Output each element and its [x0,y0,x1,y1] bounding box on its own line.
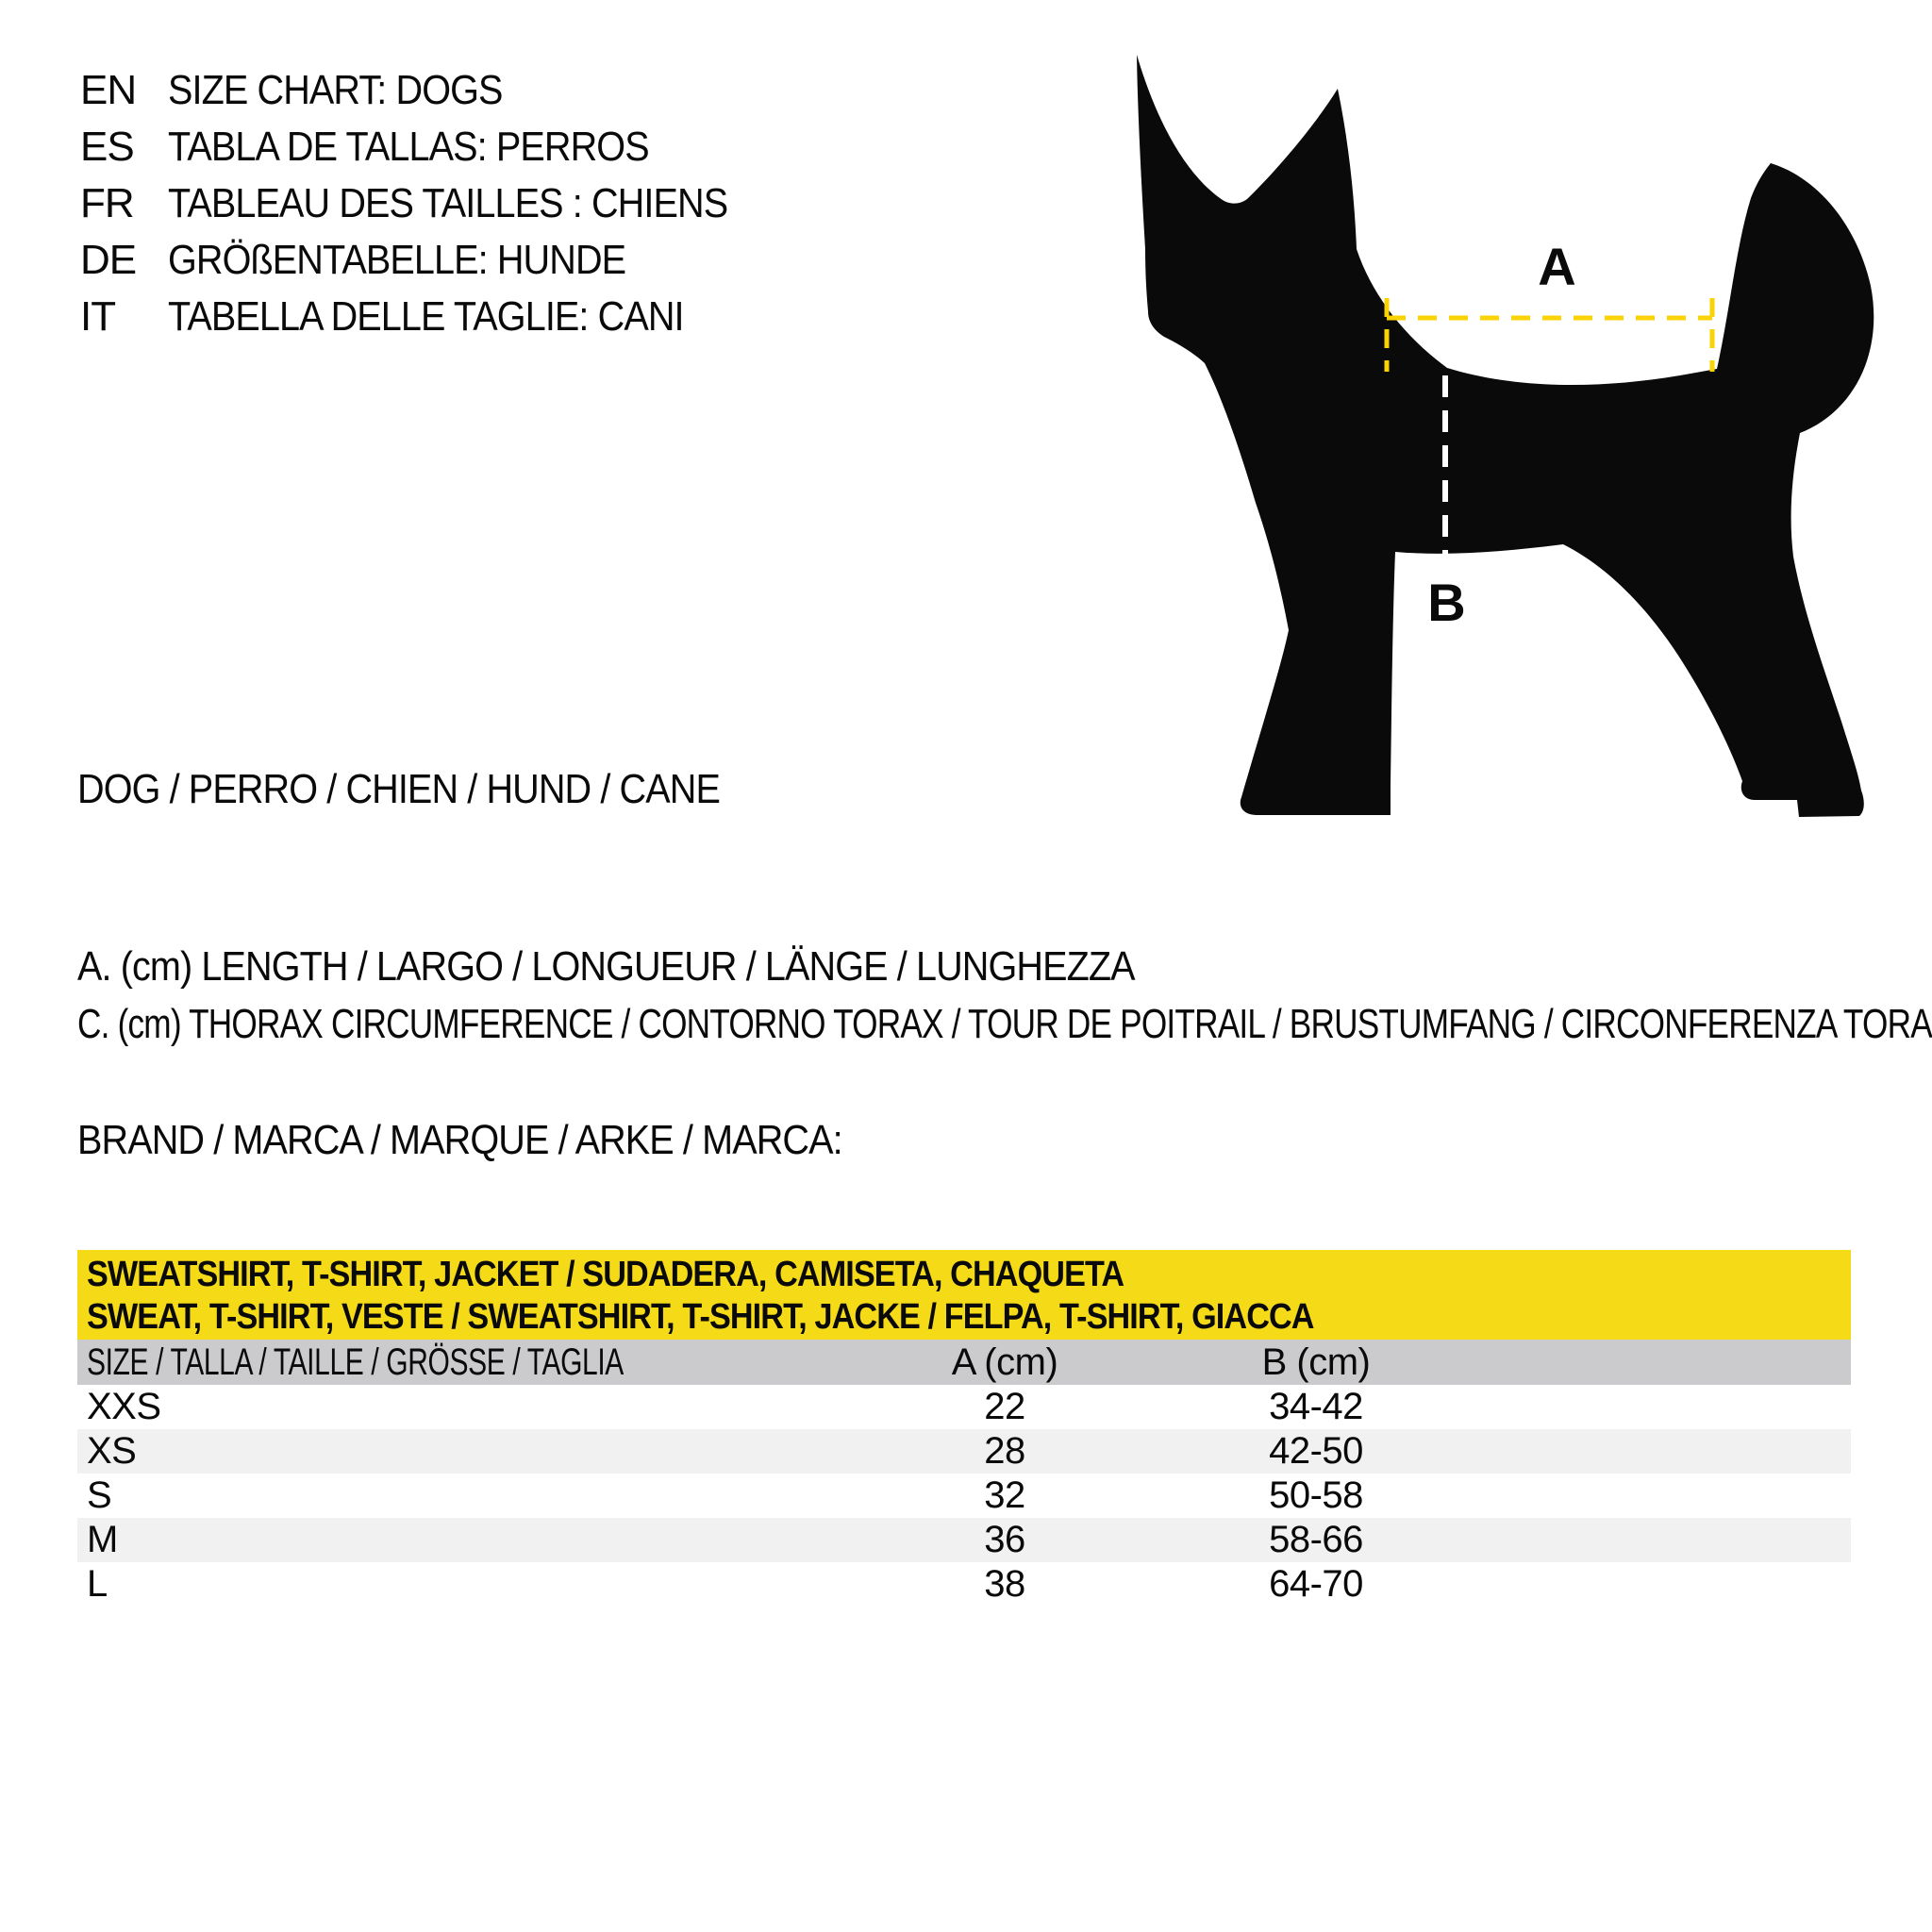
language-title-block: EN SIZE CHART: DOGS ES TABLA DE TALLAS: … [80,62,790,345]
note-length-text: A. (cm) LENGTH / LARGO / LONGUEUR / LÄNG… [77,943,1136,990]
note-brand-text: BRAND / MARCA / MARQUE / ARKE / MARCA: [77,1117,843,1163]
title-row-it: IT TABELLA DELLE TAGLIE: CANI [80,289,790,345]
table-row-xs: XS 28 42-50 [77,1429,1851,1474]
measure-a-line [1384,298,1715,372]
dog-silhouette [1137,55,1874,817]
size-cell: L [87,1563,108,1605]
size-cell: XS [87,1430,137,1472]
chart-title: GRÖßENTABELLE: HUNDE [168,237,626,283]
table-title-line1-text: SWEATSHIRT, T-SHIRT, JACKET / SUDADERA, … [87,1255,1124,1294]
language-code: ES [80,124,135,170]
chart-title: SIZE CHART: DOGS [168,67,503,113]
title-row-de: DE GRÖßENTABELLE: HUNDE [80,232,790,289]
title-row-en: EN SIZE CHART: DOGS [80,62,790,119]
note-thorax: C. (cm) THORAX CIRCUMFERENCE / CONTORNO … [77,1001,1932,1048]
table-row-l: L 38 64-70 [77,1562,1851,1607]
b-cm-cell: 64-70 [1269,1563,1363,1605]
b-cm-cell: 58-66 [1269,1519,1363,1560]
measure-label-a: A [1538,237,1575,296]
table-title-band: SWEATSHIRT, T-SHIRT, JACKET / SUDADERA, … [77,1250,1851,1340]
table-row-m: M 36 58-66 [77,1518,1851,1562]
language-code: DE [80,237,137,283]
table-title-line2-text: SWEAT, T-SHIRT, VESTE / SWEATSHIRT, T-SH… [87,1297,1314,1337]
a-cm-cell: 36 [984,1519,1025,1560]
a-cm-cell: 28 [984,1430,1025,1472]
measure-label-b: B [1427,573,1465,632]
size-table: SWEATSHIRT, T-SHIRT, JACKET / SUDADERA, … [77,1250,1851,1607]
table-title-line2: SWEAT, T-SHIRT, VESTE / SWEATSHIRT, T-SH… [87,1296,1851,1339]
column-header-size-text: SIZE / TALLA / TAILLE / GRÖSSE / TAGLIA [87,1341,624,1383]
column-header-b: B (cm) [1261,1341,1371,1383]
title-row-fr: FR TABLEAU DES TAILLES : CHIENS [80,175,790,232]
a-cm-cell: 32 [984,1474,1025,1516]
title-row-es: ES TABLA DE TALLAS: PERROS [80,119,790,175]
table-header-row: SIZE / TALLA / TAILLE / GRÖSSE / TAGLIA … [77,1340,1851,1385]
b-cm-cell: 34-42 [1269,1386,1363,1427]
language-code: EN [80,67,137,113]
column-header-a: A (cm) [951,1341,1058,1383]
language-code: FR [80,180,135,226]
a-cm-cell: 22 [984,1386,1025,1427]
b-cm-cell: 42-50 [1269,1430,1363,1472]
a-cm-cell: 38 [984,1563,1025,1605]
size-cell: M [87,1519,118,1560]
table-row-xxs: XXS 22 34-42 [77,1385,1851,1429]
note-length: A. (cm) LENGTH / LARGO / LONGUEUR / LÄNG… [77,943,1252,991]
table-row-s: S 32 50-58 [77,1474,1851,1518]
note-thorax-text: C. (cm) THORAX CIRCUMFERENCE / CONTORNO … [77,1001,1932,1047]
column-header-size: SIZE / TALLA / TAILLE / GRÖSSE / TAGLIA [77,1341,800,1384]
size-cell: XXS [87,1386,161,1427]
chart-title: TABLEAU DES TAILLES : CHIENS [168,180,728,226]
language-code: IT [80,293,116,340]
figure-caption-text: DOG / PERRO / CHIEN / HUND / CANE [77,766,721,812]
b-cm-cell: 50-58 [1269,1474,1363,1516]
note-brand: BRAND / MARCA / MARQUE / ARKE / MARCA: [77,1117,927,1164]
chart-title: TABLA DE TALLAS: PERROS [168,124,650,170]
size-cell: S [87,1474,112,1516]
chart-title: TABELLA DELLE TAGLIE: CANI [168,293,685,340]
figure-caption: DOG / PERRO / CHIEN / HUND / CANE [77,766,791,813]
table-title-line1: SWEATSHIRT, T-SHIRT, JACKET / SUDADERA, … [87,1254,1851,1296]
